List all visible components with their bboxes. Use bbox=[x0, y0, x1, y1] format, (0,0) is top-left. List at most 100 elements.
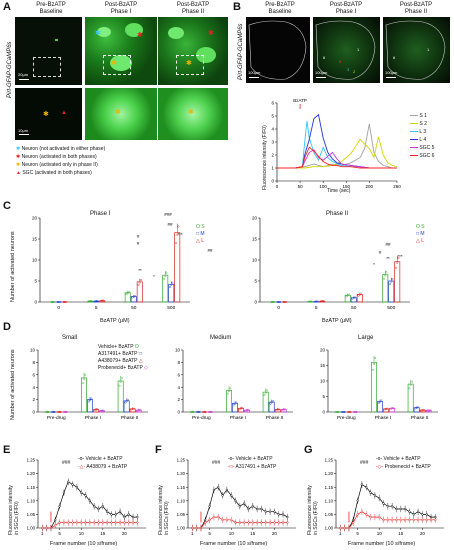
data-point bbox=[356, 499, 359, 502]
legend-entry: △ L bbox=[416, 238, 424, 244]
data-point bbox=[102, 299, 105, 302]
y-tick-label: 1.15 bbox=[27, 485, 36, 490]
data-point bbox=[41, 526, 44, 530]
c-phase2-title: Phase II bbox=[326, 211, 349, 217]
x-tick-label: 20 bbox=[420, 531, 426, 536]
data-point bbox=[273, 521, 276, 524]
data-point bbox=[131, 521, 135, 524]
data-point bbox=[268, 521, 272, 524]
legend-entry: Probenecid+ BzATP ◇ bbox=[98, 365, 148, 371]
data-point bbox=[277, 521, 280, 524]
data-point bbox=[71, 483, 74, 486]
data-point bbox=[395, 518, 398, 521]
data-point bbox=[425, 513, 428, 516]
data-point bbox=[221, 518, 224, 521]
data-point bbox=[125, 400, 128, 403]
data-point bbox=[75, 521, 79, 524]
x-tick-label: Phase I bbox=[85, 415, 101, 421]
data-point bbox=[59, 410, 62, 413]
svg-text:2: 2 bbox=[353, 69, 356, 74]
bar-S bbox=[124, 292, 131, 303]
data-point bbox=[139, 279, 142, 282]
x-tick-label: 10 bbox=[377, 531, 383, 536]
data-point bbox=[347, 410, 350, 413]
data-point bbox=[136, 521, 139, 524]
legend-symbol: ✱ bbox=[16, 154, 21, 160]
data-point bbox=[226, 392, 229, 395]
x-tick-label: 5 bbox=[58, 531, 61, 536]
data-point bbox=[268, 510, 272, 513]
data-point bbox=[336, 410, 339, 413]
legend-label: A317491+ BzATP bbox=[98, 351, 139, 357]
legend-label: Probenecid+ BzATP bbox=[98, 365, 145, 371]
data-point bbox=[105, 510, 109, 513]
data-point bbox=[395, 266, 398, 269]
data-point bbox=[353, 296, 356, 299]
data-point bbox=[49, 526, 53, 530]
d-large-chart: 0 5 10 15 20 Pre-drug Phase I Phase II bbox=[320, 348, 438, 421]
data-point bbox=[359, 292, 362, 295]
data-point bbox=[428, 409, 431, 412]
data-point bbox=[191, 410, 194, 413]
legend-entry: SGC 6 bbox=[410, 153, 434, 159]
data-point bbox=[100, 299, 103, 302]
e-chart: 1.001.051.101.151.201.251 5 10 15 20 bbox=[27, 458, 146, 536]
scale-label: 20μm bbox=[18, 72, 29, 77]
data-point bbox=[97, 521, 100, 524]
legend-label: S 1 bbox=[419, 113, 427, 119]
panel-letter-a: A bbox=[3, 1, 11, 13]
data-point bbox=[243, 521, 246, 524]
data-point bbox=[217, 486, 220, 489]
legend-entry: O S bbox=[416, 224, 425, 230]
series-line-S-2 bbox=[277, 136, 398, 169]
y-tick-label: 10 bbox=[320, 379, 326, 384]
legend-entry: L 3 bbox=[410, 129, 426, 135]
sig-label: # bbox=[379, 250, 382, 255]
data-point bbox=[360, 483, 364, 486]
data-point bbox=[208, 410, 211, 413]
scale-bar bbox=[19, 134, 29, 135]
c-phase1-title: Phase I bbox=[90, 211, 111, 217]
data-point bbox=[416, 518, 420, 521]
data-point bbox=[365, 486, 368, 489]
g-chart: 1.001.051.101.151.201.251 5 10 15 20 bbox=[325, 458, 444, 536]
sig-label: # bbox=[137, 234, 140, 239]
d-title-medium: Medium bbox=[210, 335, 232, 341]
data-point bbox=[416, 406, 419, 409]
data-point bbox=[365, 513, 368, 516]
y-tick-label: 5 bbox=[271, 114, 274, 119]
y-tick-label: 1.05 bbox=[27, 512, 36, 517]
y-tick-label: 3 bbox=[271, 140, 274, 145]
data-point bbox=[247, 408, 250, 411]
data-point bbox=[110, 513, 113, 516]
x-tick-label: 20 bbox=[122, 531, 128, 536]
data-point bbox=[127, 513, 130, 516]
data-point bbox=[247, 521, 250, 524]
data-point bbox=[50, 300, 53, 303]
scale-label: 100μm bbox=[315, 70, 328, 75]
a-side-label: Pirt-GFAP-GCaMP6s bbox=[7, 41, 13, 98]
b-side-label: Pirt-GFAP-GCaMP6s bbox=[238, 23, 244, 80]
data-point bbox=[45, 526, 48, 530]
star-icon: ✱ bbox=[208, 30, 214, 37]
data-point bbox=[123, 515, 126, 519]
bar-Probenecid--BzATP bbox=[425, 410, 432, 413]
x-tick-label: Phase I bbox=[375, 415, 391, 421]
data-point bbox=[198, 410, 201, 413]
y-tick-label: 1.20 bbox=[325, 471, 334, 476]
legend-label: SGC 6 bbox=[419, 153, 435, 159]
series-line-SGC-6 bbox=[277, 146, 397, 169]
data-point bbox=[99, 409, 102, 412]
data-point bbox=[64, 300, 67, 303]
data-point bbox=[229, 387, 232, 390]
data-point bbox=[281, 408, 284, 411]
data-point bbox=[221, 494, 224, 497]
legend-text: Neuron (activated in both phases) bbox=[21, 154, 97, 160]
data-point bbox=[276, 300, 279, 303]
annotation: BzATP bbox=[293, 98, 307, 103]
c-xlabel-1: BzATP (μM) bbox=[100, 318, 130, 324]
data-point bbox=[356, 513, 359, 516]
triangle-icon: ▲ bbox=[61, 110, 67, 116]
data-point bbox=[342, 410, 345, 413]
data-point bbox=[310, 300, 313, 303]
